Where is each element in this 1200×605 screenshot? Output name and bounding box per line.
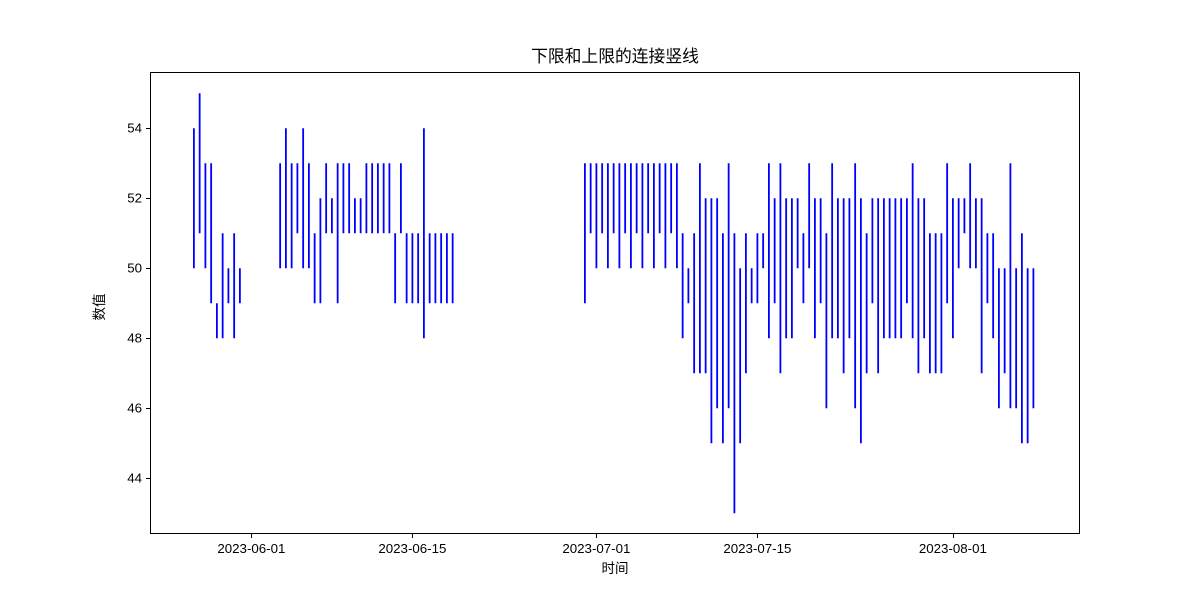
svg-text:2023-06-15: 2023-06-15 bbox=[378, 541, 446, 556]
svg-text:48: 48 bbox=[127, 330, 142, 345]
svg-text:时间: 时间 bbox=[602, 561, 629, 576]
svg-text:44: 44 bbox=[127, 470, 142, 485]
svg-text:2023-08-01: 2023-08-01 bbox=[919, 541, 987, 556]
svg-text:50: 50 bbox=[127, 260, 142, 275]
svg-text:54: 54 bbox=[127, 120, 142, 135]
svg-text:2023-07-01: 2023-07-01 bbox=[562, 541, 630, 556]
svg-text:2023-06-01: 2023-06-01 bbox=[217, 541, 285, 556]
svg-text:数值: 数值 bbox=[92, 294, 107, 321]
svg-text:2023-07-15: 2023-07-15 bbox=[723, 541, 791, 556]
svg-text:下限和上限的连接竖线: 下限和上限的连接竖线 bbox=[531, 47, 699, 66]
svg-text:46: 46 bbox=[127, 400, 142, 415]
svg-text:52: 52 bbox=[127, 190, 142, 205]
